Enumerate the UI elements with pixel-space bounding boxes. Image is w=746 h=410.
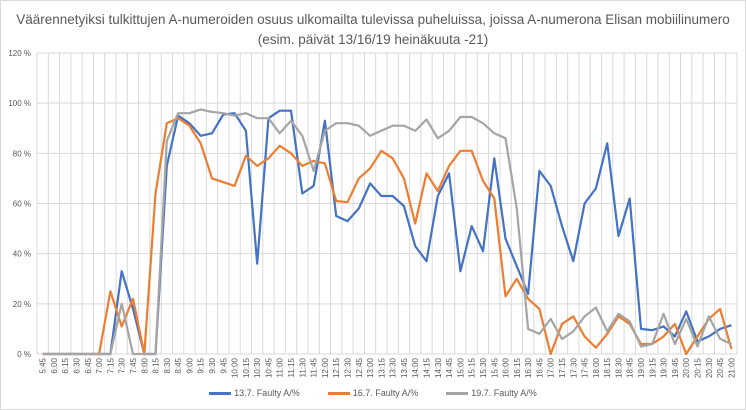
x-tick-label: 12:15 bbox=[332, 357, 341, 378]
x-tick-label: 11:30 bbox=[298, 357, 307, 377]
x-tick-label: 15:45 bbox=[490, 357, 499, 378]
x-tick-label: 17:00 bbox=[547, 357, 556, 378]
x-tick-label: 12:00 bbox=[321, 357, 330, 378]
x-tick-label: 19:45 bbox=[671, 357, 680, 378]
x-tick-label: 11:00 bbox=[276, 357, 285, 377]
legend-item: 13.7. Faulty A/% bbox=[209, 388, 300, 398]
x-tick-label: 20:00 bbox=[682, 357, 691, 378]
legend-item: 19.7. Faulty A/% bbox=[446, 388, 537, 398]
x-tick-label: 21:00 bbox=[727, 357, 736, 378]
x-tick-label: 10:15 bbox=[242, 357, 251, 378]
legend-label: 16.7. Faulty A/% bbox=[352, 388, 419, 398]
x-tick-label: 10:45 bbox=[264, 357, 273, 378]
x-tick-label: 18:15 bbox=[603, 357, 612, 378]
x-tick-label: 16:15 bbox=[513, 357, 522, 378]
x-tick-label: 20:15 bbox=[693, 357, 702, 378]
legend-swatch bbox=[209, 391, 232, 395]
x-tick-label: 7:00 bbox=[95, 357, 104, 373]
y-tick-label: 60 % bbox=[13, 200, 31, 209]
x-tick-label: 19:15 bbox=[648, 357, 657, 378]
x-tick-label: 14:30 bbox=[434, 357, 443, 378]
x-tick-label: 13:15 bbox=[377, 357, 386, 378]
x-tick-label: 7:15 bbox=[106, 357, 115, 373]
x-tick-label: 10:00 bbox=[231, 357, 240, 378]
x-tick-label: 17:15 bbox=[558, 357, 567, 378]
x-tick-label: 19:30 bbox=[660, 357, 669, 378]
x-tick-label: 15:00 bbox=[456, 357, 465, 378]
x-tick-label: 18:45 bbox=[626, 357, 635, 378]
x-tick-label: 7:30 bbox=[118, 357, 127, 373]
y-tick-label: 0 % bbox=[17, 350, 31, 359]
legend: 13.7. Faulty A/% 16.7. Faulty A/% 19.7. Fa… bbox=[0, 388, 746, 398]
x-tick-label: 6:15 bbox=[61, 357, 70, 373]
y-tick-label: 100 % bbox=[8, 99, 31, 108]
chart-title: Väärennetyiksi tulkittujen A-numeroiden … bbox=[16, 12, 730, 47]
x-tick-label: 16:30 bbox=[524, 357, 533, 378]
x-tick-label: 11:45 bbox=[310, 357, 319, 377]
x-tick-label: 10:30 bbox=[253, 357, 262, 378]
x-tick-label: 13:00 bbox=[366, 357, 375, 378]
x-tick-label: 15:15 bbox=[468, 357, 477, 378]
x-tick-label: 8:30 bbox=[163, 357, 172, 373]
x-tick-label: 7:45 bbox=[129, 357, 138, 373]
legend-label: 19.7. Faulty A/% bbox=[471, 388, 537, 398]
legend-swatch bbox=[327, 391, 350, 395]
x-tick-label: 11:15 bbox=[287, 357, 296, 377]
series-line-2 bbox=[42, 117, 733, 356]
legend-label: 13.7. Faulty A/% bbox=[234, 388, 300, 398]
x-tick-label: 6:00 bbox=[50, 357, 59, 373]
x-tick-label: 20:30 bbox=[705, 357, 714, 378]
x-tick-label: 8:45 bbox=[174, 357, 183, 373]
x-tick-label: 6:30 bbox=[73, 357, 82, 373]
x-tick-label: 16:00 bbox=[502, 357, 511, 378]
x-tick-label: 9:45 bbox=[219, 357, 228, 373]
x-tick-label: 5:45 bbox=[39, 357, 48, 373]
x-tick-label: 14:00 bbox=[411, 357, 420, 378]
x-tick-label: 6:45 bbox=[84, 357, 93, 373]
x-tick-label: 8:15 bbox=[152, 357, 161, 373]
x-tick-label: 12:30 bbox=[343, 357, 352, 378]
y-tick-label: 80 % bbox=[13, 149, 31, 158]
x-tick-label: 8:00 bbox=[140, 357, 149, 373]
x-tick-label: 17:30 bbox=[569, 357, 578, 378]
x-tick-label: 18:00 bbox=[592, 357, 601, 378]
x-tick-label: 12:45 bbox=[355, 357, 364, 378]
x-tick-label: 9:15 bbox=[197, 357, 206, 373]
x-tick-label: 18:30 bbox=[614, 357, 623, 378]
x-tick-label: 13:30 bbox=[389, 357, 398, 378]
x-tick-label: 9:30 bbox=[208, 357, 217, 373]
legend-swatch bbox=[446, 391, 469, 395]
x-tick-label: 15:30 bbox=[479, 357, 488, 378]
x-tick-label: 14:15 bbox=[423, 357, 432, 378]
y-tick-label: 40 % bbox=[13, 250, 31, 259]
x-tick-label: 9:00 bbox=[185, 357, 194, 373]
x-tick-label: 20:45 bbox=[716, 357, 725, 378]
x-tick-label: 16:45 bbox=[535, 357, 544, 378]
x-tick-label: 19:00 bbox=[637, 357, 646, 378]
x-tick-label: 17:45 bbox=[581, 357, 590, 378]
y-tick-label: 120 % bbox=[8, 49, 31, 58]
x-tick-label: 13:45 bbox=[400, 357, 409, 378]
legend-item: 16.7. Faulty A/% bbox=[327, 388, 419, 398]
y-tick-label: 20 % bbox=[13, 300, 31, 309]
series-line-3 bbox=[42, 108, 732, 356]
x-tick-label: 14:45 bbox=[445, 357, 454, 378]
